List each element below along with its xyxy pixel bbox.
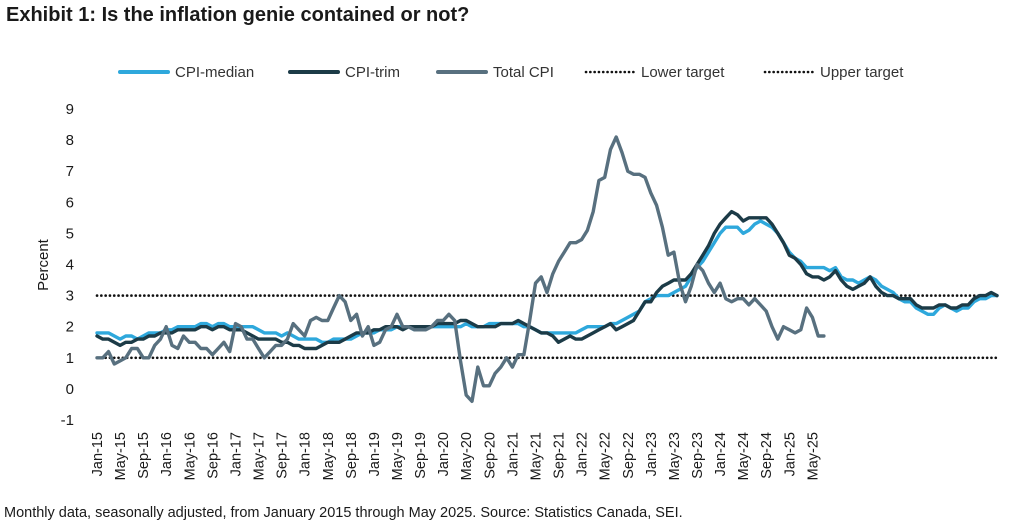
y-tick-label: 9 [66, 101, 74, 118]
x-tick-label: Jan-17 [228, 432, 244, 476]
plot-area [95, 135, 999, 403]
y-axis-ticks: -1 0 1 2 3 4 5 6 7 8 9 [61, 101, 74, 429]
legend-label-cpi-trim: CPI-trim [345, 64, 400, 81]
y-tick-label: 6 [66, 194, 74, 211]
x-tick-label: Jan-16 [159, 432, 175, 476]
y-tick-label: 5 [66, 225, 74, 242]
x-tick-label: May-16 [182, 432, 198, 480]
footnote: Monthly data, seasonally adjusted, from … [4, 505, 683, 521]
y-tick-label: 8 [66, 132, 74, 149]
x-tick-label: May-23 [667, 432, 683, 480]
x-tick-label: May-17 [252, 432, 268, 480]
y-tick-label: 0 [66, 381, 74, 398]
x-tick-label: Sep-21 [552, 432, 568, 479]
x-tick-label: May-25 [805, 432, 821, 480]
x-tick-label: Sep-22 [621, 432, 637, 479]
x-axis: Jan-15 May-15 Sep-15 Jan-16 May-16 Sep-16 Jan-… [90, 432, 821, 480]
x-tick-label: Jan-20 [436, 432, 452, 476]
x-tick-label: Sep-16 [205, 432, 221, 479]
chart: CPI-median CPI-trim Total CPI Lower target U… [35, 64, 999, 480]
x-tick-label: May-15 [113, 432, 129, 480]
legend-label-upper-target: Upper target [820, 64, 904, 81]
series-line-cpi-median [95, 219, 999, 344]
series-line-total-cpi [95, 135, 826, 403]
legend-label-lower-target: Lower target [641, 64, 725, 81]
x-tick-label: May-18 [321, 432, 337, 480]
x-tick-label: Sep-24 [759, 432, 775, 479]
legend: CPI-median CPI-trim Total CPI Lower target U… [118, 64, 904, 81]
x-tick-label: Jan-24 [713, 432, 729, 476]
x-tick-label: Jan-23 [644, 432, 660, 476]
x-tick-label: May-21 [528, 432, 544, 480]
x-tick-label: Sep-19 [413, 432, 429, 479]
y-tick-label: 2 [66, 319, 74, 336]
x-tick-label: Sep-15 [136, 432, 152, 479]
y-tick-label: 4 [66, 257, 74, 274]
y-tick-label: -1 [61, 412, 74, 429]
x-tick-label: Jan-21 [505, 432, 521, 476]
chart-title: Exhibit 1: Is the inflation genie contai… [6, 4, 470, 26]
x-tick-label: May-20 [459, 432, 475, 480]
y-tick-label: 1 [66, 350, 74, 367]
x-tick-label: Jan-18 [298, 432, 314, 476]
x-tick-label: Sep-20 [482, 432, 498, 479]
legend-label-cpi-median: CPI-median [175, 64, 254, 81]
x-tick-label: Jan-25 [782, 432, 798, 476]
x-tick-label: Jan-15 [90, 432, 106, 476]
y-tick-label: 3 [66, 288, 74, 305]
series-line-cpi-trim [95, 209, 999, 351]
y-axis-label: Percent [35, 238, 52, 291]
x-tick-label: May-22 [598, 432, 614, 480]
x-tick-label: Jan-22 [575, 432, 591, 476]
y-tick-label: 7 [66, 163, 74, 180]
x-tick-label: May-19 [390, 432, 406, 480]
x-tick-label: May-24 [736, 432, 752, 480]
legend-label-total-cpi: Total CPI [493, 64, 554, 81]
x-tick-label: Sep-17 [275, 432, 291, 479]
x-tick-label: Sep-18 [344, 432, 360, 479]
x-tick-label: Jan-19 [367, 432, 383, 476]
x-tick-label: Sep-23 [690, 432, 706, 479]
